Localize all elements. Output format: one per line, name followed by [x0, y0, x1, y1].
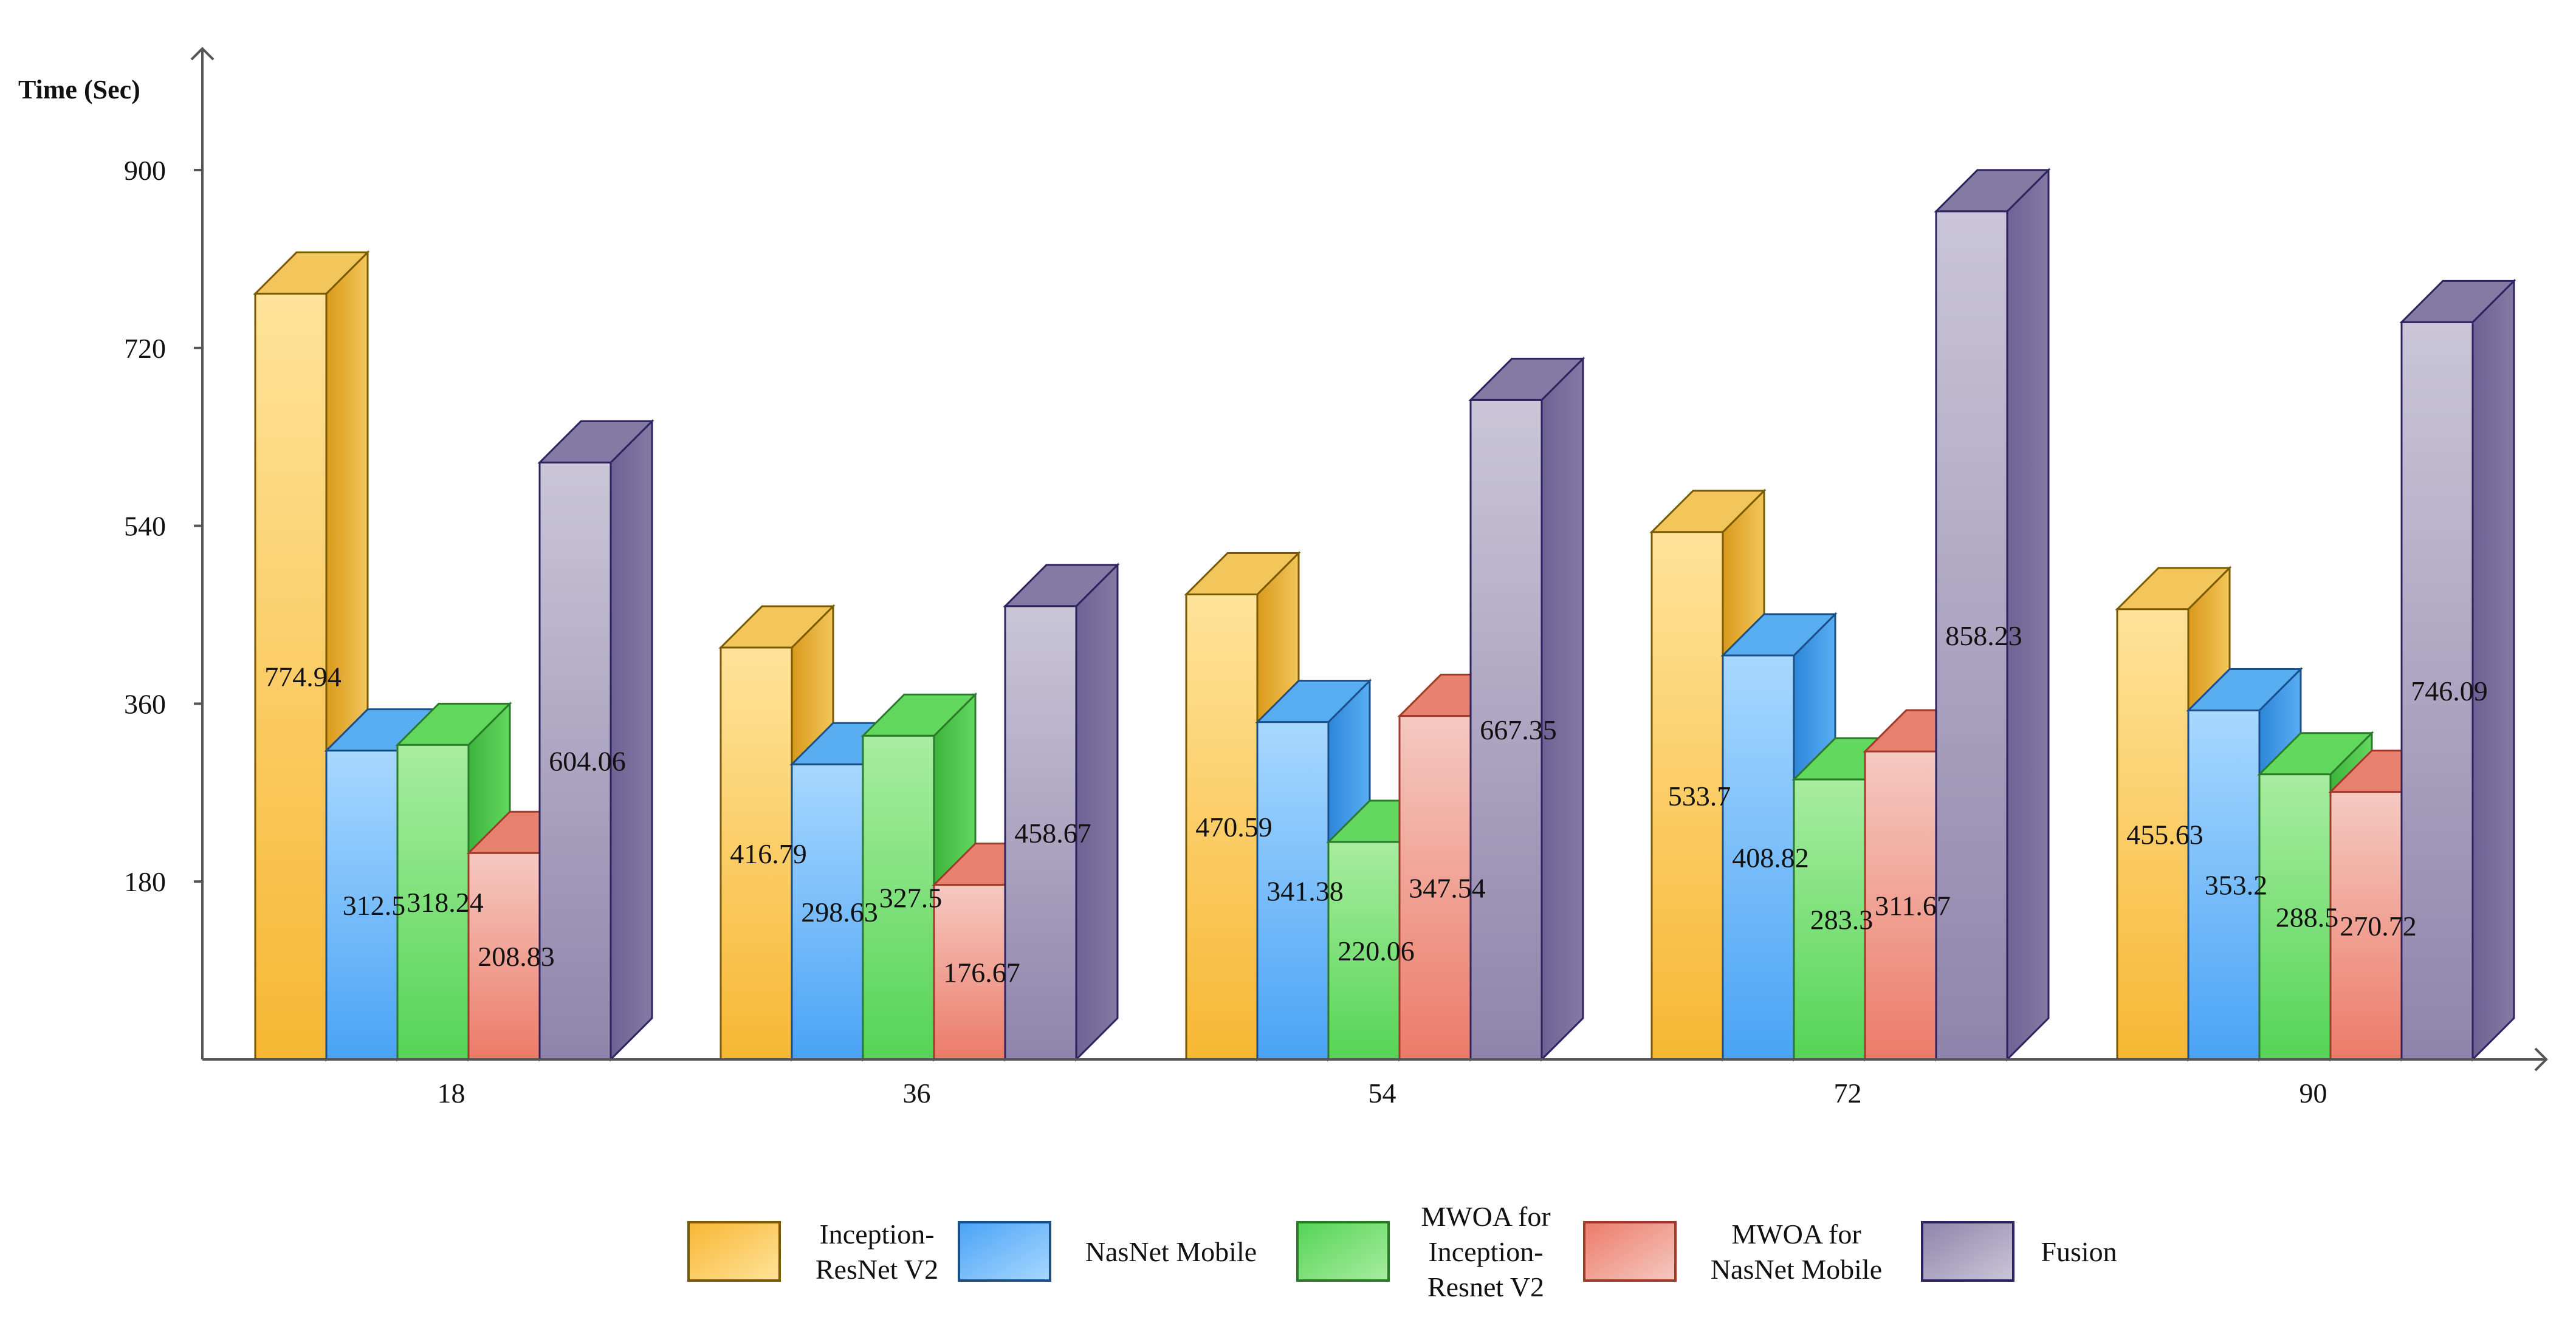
bar-side-face	[1540, 356, 1584, 1062]
bars-layer	[253, 168, 2516, 1062]
bar-front-face	[1650, 531, 1724, 1061]
data-label: 604.06	[549, 746, 626, 777]
legend-swatch	[1921, 1221, 2014, 1282]
bar-side-face	[2471, 278, 2515, 1062]
data-label: 408.82	[1732, 842, 1809, 873]
bar-front-face	[862, 734, 935, 1061]
legend-label: Fusion	[2041, 1236, 2117, 1267]
bar-front-face	[254, 292, 328, 1061]
legend-label: Inception-	[819, 1219, 934, 1250]
legend-item: NasNet Mobile	[958, 1221, 1257, 1282]
y-tick-label: 360	[124, 688, 166, 719]
data-label: 270.72	[2340, 911, 2417, 942]
x-tick-label: 18	[438, 1078, 465, 1109]
bar-fusion-18	[537, 419, 654, 1062]
legend-label: NasNet Mobile	[1711, 1254, 1882, 1285]
y-axis-title: Time (Sec)	[18, 75, 140, 104]
bar-front-face	[538, 461, 612, 1061]
bar-front-face	[1398, 715, 1472, 1061]
bar-side-face	[610, 419, 653, 1062]
bar-front-face	[467, 852, 541, 1061]
bar-side-face	[2006, 168, 2050, 1062]
data-label: 341.38	[1266, 875, 1344, 906]
legend-label: NasNet Mobile	[1085, 1236, 1257, 1267]
data-label: 416.79	[730, 838, 807, 869]
x-tick-label: 36	[903, 1078, 931, 1109]
data-label: 312.5	[343, 890, 406, 921]
bar-fusion-72	[1934, 168, 2051, 1062]
data-label: 667.35	[1480, 714, 1557, 745]
y-tick-label: 180	[124, 866, 166, 897]
bar-front-face	[1185, 593, 1259, 1061]
legend-label: MWOA for	[1731, 1219, 1861, 1250]
y-tick-label: 540	[124, 511, 166, 542]
data-label: 176.67	[943, 957, 1020, 988]
legend-swatch	[958, 1221, 1051, 1282]
bar-front-face	[2258, 773, 2332, 1061]
bar-front-face	[1722, 654, 1795, 1061]
data-label: 283.3	[1810, 905, 1874, 936]
legend-swatch	[1583, 1221, 1677, 1282]
bar-front-face	[325, 750, 399, 1061]
data-label: 774.94	[264, 662, 342, 693]
data-label: 298.63	[801, 897, 878, 928]
data-label: 746.09	[2411, 676, 2488, 706]
bar-front-face	[1256, 721, 1330, 1061]
data-label: 470.59	[1195, 812, 1273, 843]
data-label: 455.63	[2126, 819, 2203, 850]
data-label: 220.06	[1338, 936, 1415, 966]
data-label: 533.7	[1668, 781, 1731, 812]
bar-front-face	[396, 744, 470, 1061]
bar-fusion-36	[1003, 563, 1120, 1062]
bar-front-face	[933, 884, 1006, 1061]
y-tick-label: 720	[124, 333, 166, 364]
data-label: 311.67	[1875, 891, 1951, 922]
x-tick-label: 72	[1834, 1078, 1862, 1109]
bar-front-face	[1793, 778, 1866, 1061]
legend-item: MWOA for NasNet Mobile	[1583, 1219, 1882, 1285]
data-label: 327.5	[879, 883, 943, 914]
y-tick-label: 900	[124, 155, 166, 186]
data-label: 353.2	[2205, 870, 2268, 901]
ticks-layer: 180 360 540 720 900 18 36 54 72 90	[124, 155, 2327, 1109]
legend-swatch	[687, 1221, 781, 1282]
bar-front-face	[1864, 750, 1937, 1061]
bar-front-face	[2400, 321, 2474, 1061]
value-labels-layer: 774.94 312.5 318.24 208.83 604.06 416.79 298.6…	[264, 620, 2488, 988]
bar-front-face	[1004, 605, 1077, 1061]
legend-label: ResNet V2	[816, 1254, 938, 1285]
data-label: 347.54	[1409, 872, 1486, 903]
legend-swatch	[1296, 1221, 1390, 1282]
data-label: 288.5	[2276, 901, 2339, 932]
data-label: 858.23	[1945, 620, 2022, 651]
bar-side-face	[1075, 563, 1119, 1062]
axes-layer: Time (Sec)	[18, 47, 2548, 1072]
bar-fusion-54	[1468, 356, 1585, 1062]
x-tick-label: 54	[1369, 1078, 1396, 1109]
bar-front-face	[1469, 399, 1543, 1061]
bar-fusion-90	[2399, 278, 2516, 1062]
legend-item: MWOA for Inception- Resnet V2	[1296, 1201, 1551, 1302]
legend-label: Resnet V2	[1427, 1271, 1544, 1302]
data-label: 208.83	[478, 941, 555, 972]
legend-label: MWOA for	[1421, 1201, 1550, 1232]
data-label: 458.67	[1014, 818, 1091, 849]
legend-item: Inception- ResNet V2	[687, 1219, 938, 1285]
legend-label: Inception-	[1428, 1236, 1543, 1267]
data-label: 318.24	[407, 887, 484, 918]
x-tick-label: 90	[2300, 1078, 2327, 1109]
legend-item: Fusion	[1921, 1221, 2117, 1282]
